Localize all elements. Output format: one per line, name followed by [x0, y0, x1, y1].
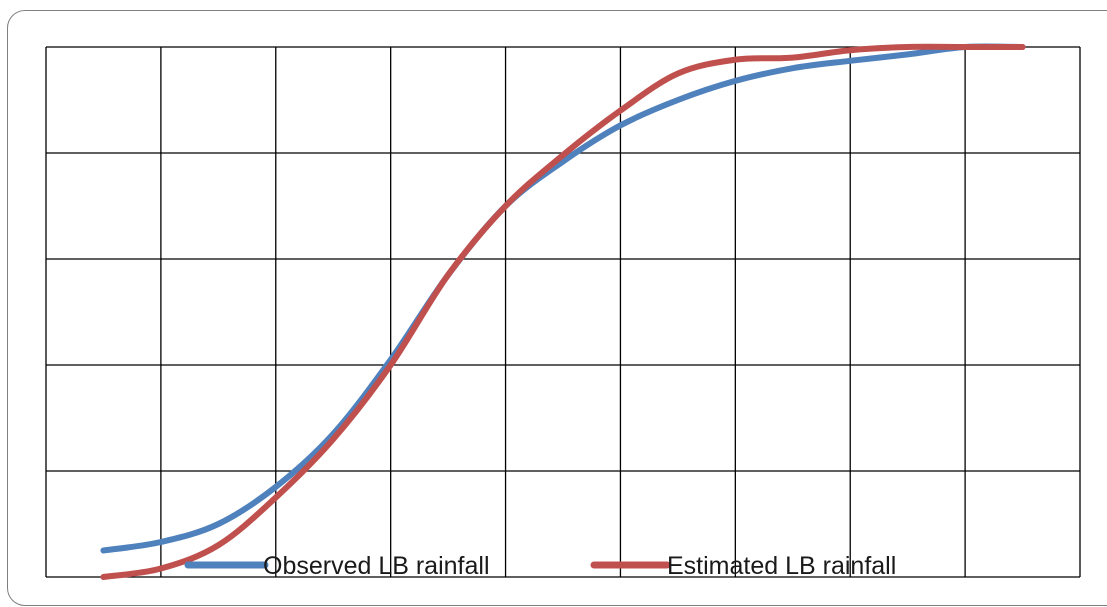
series-line-estimated [100, 43, 1026, 580]
chart-area [7, 10, 1107, 606]
legend-label-observed: Observed LB rainfall [263, 552, 490, 580]
legend: Observed LB rainfall Estimated LB rainfa… [184, 552, 896, 580]
series-line-observed [100, 43, 1026, 554]
grid [45, 46, 1081, 578]
series-layer [100, 43, 1026, 580]
legend-label-estimated: Estimated LB rainfall [667, 552, 896, 580]
